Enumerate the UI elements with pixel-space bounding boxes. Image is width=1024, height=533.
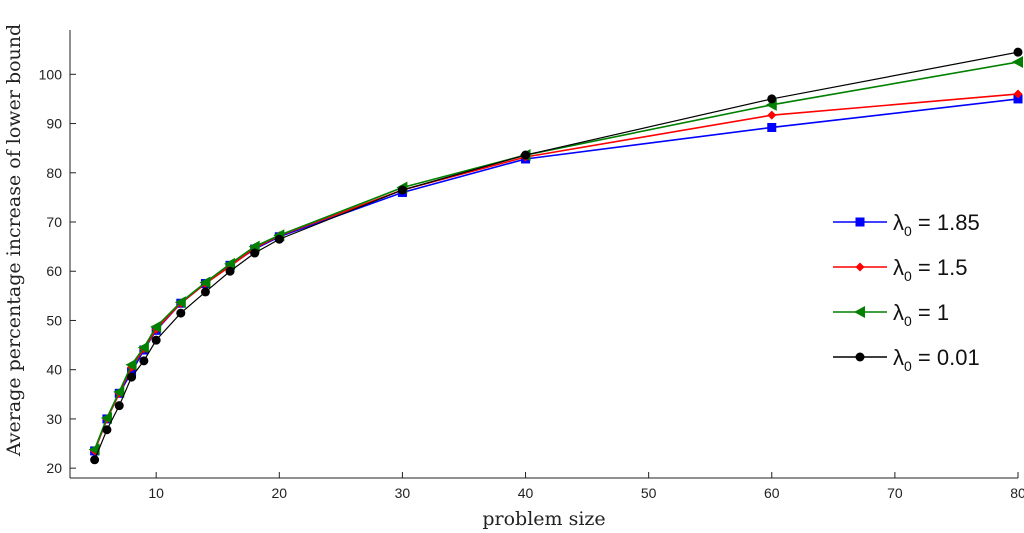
x-tick-label: 70 — [887, 485, 903, 501]
data-point — [200, 287, 210, 297]
legend-box — [822, 200, 1012, 382]
y-tick-label: 80 — [46, 165, 62, 181]
plot-frame — [69, 30, 1018, 479]
data-point — [767, 110, 777, 120]
data-point — [150, 320, 162, 333]
data-point — [250, 248, 260, 258]
y-tick-label: 60 — [46, 263, 62, 279]
legend-marker — [855, 262, 865, 272]
data-point — [1013, 89, 1023, 99]
legend-marker — [855, 217, 865, 227]
legend: λ0 = 1.85 λ0 = 1.5 λ0 = 1 λ0 = 0.01 — [822, 200, 1012, 382]
data-point — [127, 372, 137, 382]
data-point — [397, 185, 407, 195]
x-axis-label: problem size — [482, 508, 605, 530]
x-tick-label: 10 — [148, 485, 164, 501]
data-point — [1012, 56, 1023, 68]
data-point — [521, 150, 531, 160]
legend-label: λ0 = 1.5 — [893, 255, 967, 284]
x-tick-label: 30 — [395, 485, 411, 501]
data-point — [176, 308, 186, 318]
data-point — [225, 266, 235, 276]
data-point — [1013, 47, 1023, 57]
data-point — [274, 234, 284, 244]
legend-item: λ0 = 1.85 — [833, 210, 980, 239]
x-tick-label: 20 — [272, 485, 288, 501]
axis-ticks: 10 20 30 40 50 60 70 80 20 30 40 50 60 70 80 90 100 — [39, 66, 1024, 501]
legend-item: λ0 = 1 — [833, 300, 949, 329]
y-tick-label: 30 — [46, 411, 62, 427]
data-point — [224, 257, 236, 270]
data-point — [1013, 94, 1023, 104]
data-point — [88, 443, 100, 456]
data-point — [767, 122, 777, 132]
data-point — [90, 455, 100, 465]
y-tick-label: 90 — [46, 116, 62, 132]
series-2 — [88, 56, 1023, 456]
series-layer — [88, 47, 1023, 465]
legend-label: λ0 = 1 — [893, 300, 949, 329]
y-tick-label: 50 — [46, 312, 62, 328]
data-point — [127, 367, 137, 377]
y-tick-label: 40 — [46, 362, 62, 378]
legend-marker — [854, 306, 865, 318]
legend-marker — [855, 352, 865, 362]
y-tick-label: 100 — [39, 66, 63, 82]
data-point — [174, 296, 186, 309]
y-axis-label: Average percentage increase of lower bou… — [3, 24, 25, 457]
data-point — [151, 335, 161, 345]
data-point — [100, 411, 112, 424]
series-3 — [90, 47, 1023, 465]
data-point — [114, 401, 124, 411]
data-point — [102, 425, 112, 435]
data-point — [767, 94, 777, 104]
legend-item: λ0 = 1.5 — [833, 255, 967, 284]
data-point — [199, 276, 211, 289]
y-tick-label: 70 — [46, 214, 62, 230]
data-point — [113, 385, 125, 398]
x-tick-label: 50 — [641, 485, 657, 501]
x-tick-label: 60 — [764, 485, 780, 501]
x-tick-label: 40 — [518, 485, 534, 501]
legend-label: λ0 = 1.85 — [893, 210, 980, 239]
legend-label: λ0 = 0.01 — [893, 345, 980, 374]
x-tick-label: 80 — [1010, 485, 1024, 501]
data-point — [125, 358, 137, 371]
data-point — [137, 341, 149, 354]
y-tick-label: 20 — [46, 460, 62, 476]
legend-item: λ0 = 0.01 — [833, 345, 980, 374]
data-point — [139, 356, 149, 366]
